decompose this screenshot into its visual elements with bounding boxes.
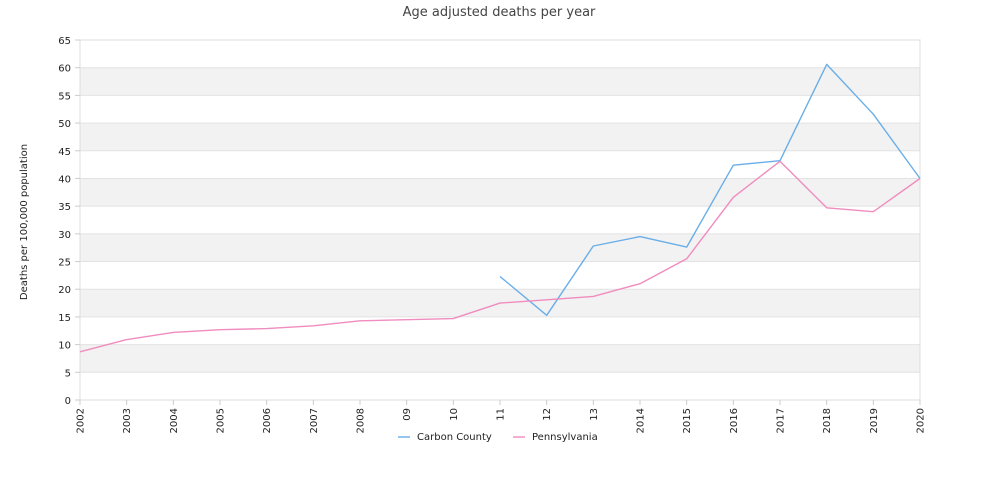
x-tick-label: 2014 — [636, 408, 647, 433]
x-tick-label: 2018 — [822, 408, 833, 433]
grid-bands — [80, 67, 920, 373]
x-tick-label: 2002 — [76, 408, 87, 433]
chart-title: Age adjusted deaths per year — [403, 5, 596, 20]
x-tick-label: 2006 — [262, 408, 273, 433]
x-tick-label: 2007 — [309, 408, 320, 433]
x-tick-label: 2008 — [356, 408, 367, 433]
pennsylvania-line — [79, 160, 921, 353]
x-tick-label: 13 — [589, 408, 600, 421]
y-tick-label: 65 — [58, 36, 71, 47]
x-axis-ticks: 2002 2003 2004 2005 2006 2007 2008 09 10 11 12 13 20… — [76, 400, 927, 433]
y-tick-label: 60 — [58, 64, 71, 75]
y-tick-label: 50 — [58, 119, 71, 130]
grid-band — [80, 233, 920, 262]
grid-band — [80, 178, 920, 207]
x-tick-label: 12 — [542, 408, 553, 421]
series-lines — [79, 63, 921, 353]
y-tick-label: 30 — [58, 230, 71, 241]
y-axis-label: Deaths per 100,000 population — [19, 144, 30, 300]
y-tick-label: 20 — [58, 285, 71, 296]
pennsylvania-legend-label: Pennsylvania — [532, 432, 598, 443]
x-tick-label: 2017 — [776, 408, 787, 433]
grid-band — [80, 67, 920, 96]
y-tick-label: 55 — [58, 91, 71, 102]
x-tick-label: 2005 — [216, 408, 227, 433]
x-tick-label: 09 — [402, 408, 413, 421]
y-tick-label: 40 — [58, 174, 71, 185]
y-tick-label: 35 — [58, 202, 71, 213]
y-tick-label: 45 — [58, 147, 71, 158]
y-tick-label: 5 — [65, 368, 71, 379]
x-tick-label: 11 — [496, 408, 507, 421]
x-tick-label: 10 — [449, 408, 460, 421]
x-tick-label: 2016 — [729, 408, 740, 433]
x-tick-label: 2015 — [682, 408, 693, 433]
carbon-county-legend-label: Carbon County — [417, 432, 492, 443]
y-tick-label: 10 — [58, 341, 71, 352]
grid-band — [80, 344, 920, 373]
legend: Carbon County Pennsylvania — [398, 432, 598, 443]
y-tick-label: 15 — [58, 313, 71, 324]
grid-band — [80, 123, 920, 151]
x-tick-label: 2019 — [869, 408, 880, 433]
x-tick-label: 2020 — [916, 408, 927, 433]
x-tick-label: 2003 — [122, 408, 133, 433]
y-tick-label: 0 — [65, 396, 71, 407]
carbon-county-line — [499, 63, 921, 316]
y-tick-label: 25 — [58, 258, 71, 269]
y-axis-ticks: 0 5 10 15 20 25 30 35 40 45 50 55 60 65 — [58, 36, 80, 407]
x-tick-label: 2004 — [169, 408, 180, 433]
